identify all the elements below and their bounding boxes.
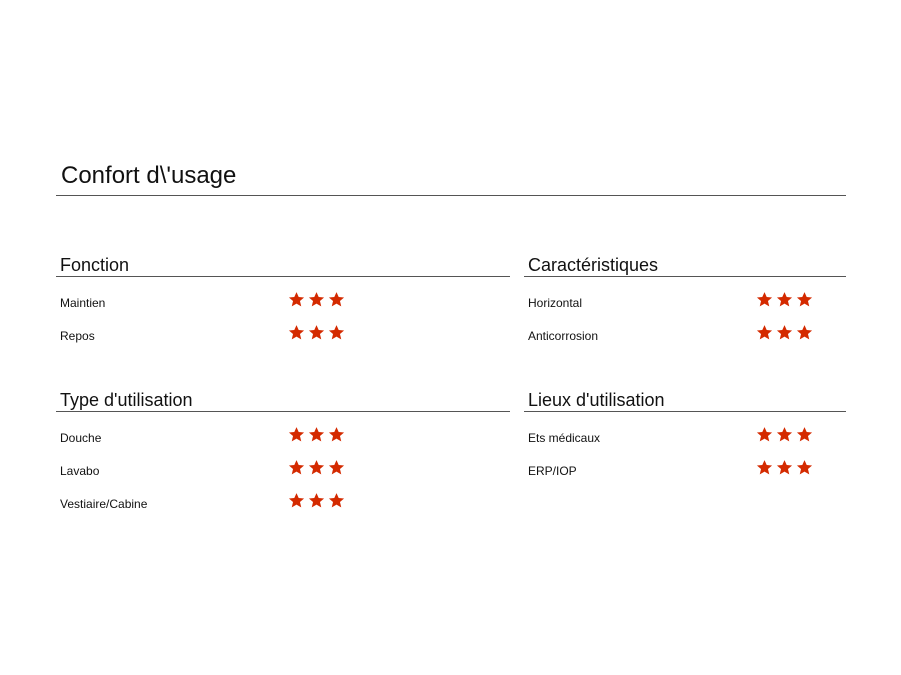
star-icon — [308, 492, 325, 509]
star-icon — [308, 291, 325, 308]
star-icon — [796, 459, 813, 476]
star-rating — [756, 324, 813, 341]
star-icon — [308, 459, 325, 476]
rating-label: Horizontal — [528, 296, 583, 310]
star-icon — [796, 291, 813, 308]
star-icon — [328, 492, 345, 509]
star-icon — [776, 426, 793, 443]
star-icon — [308, 324, 325, 341]
star-icon — [328, 291, 345, 308]
star-icon — [288, 324, 305, 341]
star-icon — [288, 291, 305, 308]
star-icon — [756, 459, 773, 476]
section-caracteristiques: Caractéristiques Horizontal Anticorrosion — [524, 255, 846, 355]
rating-label: Repos — [60, 329, 95, 343]
star-rating — [756, 291, 813, 308]
rating-row: Horizontal — [524, 289, 846, 322]
rating-label: Douche — [60, 431, 102, 445]
star-icon — [776, 291, 793, 308]
section-fonction: Fonction Maintien Repos — [56, 255, 510, 355]
star-icon — [796, 324, 813, 341]
star-icon — [328, 426, 345, 443]
page-title: Confort d\'usage — [61, 162, 237, 189]
rating-row: Vestiaire/Cabine — [56, 490, 510, 523]
star-icon — [796, 426, 813, 443]
star-icon — [328, 459, 345, 476]
star-rating — [756, 459, 813, 476]
section-heading: Fonction — [56, 255, 510, 277]
rating-label: Ets médicaux — [528, 431, 601, 445]
rating-label: Lavabo — [60, 464, 100, 478]
rating-label: Anticorrosion — [528, 329, 599, 343]
section-lieux-utilisation: Lieux d'utilisation Ets médicaux ERP/IOP — [524, 390, 846, 490]
rating-row: ERP/IOP — [524, 457, 846, 490]
section-heading: Caractéristiques — [524, 255, 846, 277]
star-rating — [288, 426, 345, 443]
star-rating — [288, 324, 345, 341]
star-icon — [756, 291, 773, 308]
star-icon — [288, 492, 305, 509]
star-rating — [288, 492, 345, 509]
rating-row: Anticorrosion — [524, 322, 846, 355]
rating-row: Ets médicaux — [524, 424, 846, 457]
section-type-utilisation: Type d'utilisation Douche Lavabo Vestiaire/… — [56, 390, 510, 523]
section-heading: Type d'utilisation — [56, 390, 510, 412]
star-icon — [776, 324, 793, 341]
star-icon — [776, 459, 793, 476]
rating-row: Lavabo — [56, 457, 510, 490]
section-heading: Lieux d'utilisation — [524, 390, 846, 412]
star-rating — [288, 291, 345, 308]
star-icon — [308, 426, 325, 443]
star-icon — [756, 426, 773, 443]
rating-row: Douche — [56, 424, 510, 457]
rating-label: ERP/IOP — [528, 464, 577, 478]
star-icon — [288, 426, 305, 443]
rating-row: Repos — [56, 322, 510, 355]
rating-row: Maintien — [56, 289, 510, 322]
rating-label: Maintien — [60, 296, 106, 310]
rating-label: Vestiaire/Cabine — [60, 497, 148, 511]
star-icon — [328, 324, 345, 341]
star-rating — [756, 426, 813, 443]
title-divider — [56, 195, 846, 196]
star-icon — [756, 324, 773, 341]
star-rating — [288, 459, 345, 476]
star-icon — [288, 459, 305, 476]
